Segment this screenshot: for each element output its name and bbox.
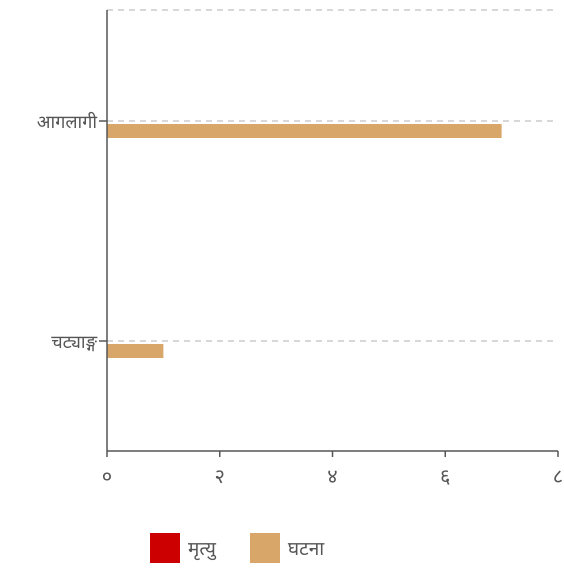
bars [107, 124, 502, 358]
x-tick-label-0: ० [102, 464, 112, 488]
legend-item-deaths[interactable]: मृत्यु [150, 533, 216, 563]
bar-chart: आगलागी चट्याङ्ग ० २ ४ ६ ८ [0, 0, 564, 530]
legend-swatch-deaths [150, 533, 180, 563]
gridlines [107, 10, 558, 341]
x-tick-label-1: २ [215, 464, 225, 488]
x-tick-labels: ० २ ४ ६ ८ [102, 464, 563, 488]
x-tick-label-3: ६ [440, 464, 450, 488]
legend: मृत्यु घटना [150, 533, 324, 563]
legend-swatch-incidents [250, 533, 280, 563]
bar-1-0 [107, 124, 502, 138]
category-labels: आगलागी चट्याङ्ग [37, 111, 98, 353]
category-label-1: चट्याङ्ग [51, 332, 97, 353]
legend-label-deaths: मृत्यु [188, 535, 216, 561]
category-label-0: आगलागी [37, 111, 98, 133]
x-tick-label-4: ८ [553, 464, 563, 488]
axes [99, 10, 558, 457]
bar-1-1 [107, 344, 163, 358]
legend-item-incidents[interactable]: घटना [250, 533, 324, 563]
x-tick-label-2: ४ [327, 464, 337, 488]
legend-label-incidents: घटना [288, 535, 324, 561]
